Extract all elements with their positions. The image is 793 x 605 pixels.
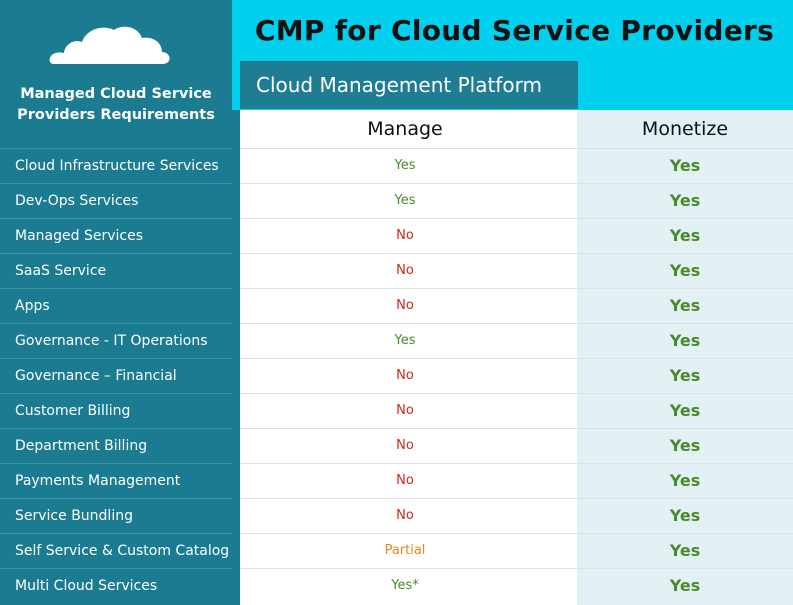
monetize-column: Monetize <box>577 110 793 605</box>
monetize-value: Yes <box>669 226 701 245</box>
monetize-value: Yes <box>669 576 701 595</box>
monetize-column-header: Monetize <box>641 118 729 140</box>
table-rows: Yes Yes Yes Yes No Yes No Yes No Yes Yes Yes No Yes No… <box>240 148 793 603</box>
table-row: No Yes <box>240 218 793 253</box>
sidebar-heading: Managed Cloud Service Providers Requirem… <box>4 84 228 126</box>
manage-column-header: Manage <box>367 118 443 140</box>
table-row: No Yes <box>240 463 793 498</box>
monetize-value: Yes <box>669 261 701 280</box>
manage-value: No <box>396 228 414 243</box>
requirement-item: Dev-Ops Services <box>0 183 232 218</box>
manage-value: No <box>396 298 414 313</box>
monetize-value: Yes <box>669 541 701 560</box>
sidebar: Managed Cloud Service Providers Requirem… <box>0 0 232 605</box>
requirement-item: Customer Billing <box>0 393 232 428</box>
monetize-value: Yes <box>669 436 701 455</box>
page-title: CMP for Cloud Service Providers <box>254 14 775 47</box>
monetize-value: Yes <box>669 191 701 210</box>
monetize-value: Yes <box>669 471 701 490</box>
manage-value: No <box>396 508 414 523</box>
requirement-item: Department Billing <box>0 428 232 463</box>
monetize-value: Yes <box>669 401 701 420</box>
sidebar-heading-line2: Providers Requirements <box>17 107 215 123</box>
monetize-value: Yes <box>669 366 701 385</box>
requirement-item: Apps <box>0 288 232 323</box>
requirement-item: Managed Services <box>0 218 232 253</box>
table-row: No Yes <box>240 393 793 428</box>
monetize-value: Yes <box>669 506 701 525</box>
requirement-item: Multi Cloud Services <box>0 568 232 603</box>
monetize-value: Yes <box>669 296 701 315</box>
table-row: Yes Yes <box>240 183 793 218</box>
table-row: No Yes <box>240 358 793 393</box>
manage-value: Yes <box>394 333 416 348</box>
monetize-value: Yes <box>669 331 701 350</box>
monetize-value: Yes <box>669 156 701 175</box>
requirement-item: Self Service & Custom Catalog <box>0 533 232 568</box>
manage-value: No <box>396 368 414 383</box>
platform-label: Cloud Management Platform <box>240 61 578 109</box>
cloud-icon <box>49 26 170 65</box>
requirement-item: Service Bundling <box>0 498 232 533</box>
requirement-item: Payments Management <box>0 463 232 498</box>
requirement-item: SaaS Service <box>0 253 232 288</box>
requirements-list: Cloud Infrastructure Services Dev-Ops Ser… <box>0 148 232 603</box>
table-row: No Yes <box>240 498 793 533</box>
manage-value: No <box>396 438 414 453</box>
manage-value: Partial <box>384 543 426 558</box>
manage-value: No <box>396 263 414 278</box>
manage-value: No <box>396 473 414 488</box>
table-row: Yes Yes <box>240 323 793 358</box>
manage-column: Manage <box>240 110 577 605</box>
table-row: No Yes <box>240 288 793 323</box>
sidebar-heading-line1: Managed Cloud Service <box>20 86 212 102</box>
table-row: No Yes <box>240 253 793 288</box>
table-row: Yes* Yes <box>240 568 793 603</box>
manage-value: Yes <box>394 193 416 208</box>
manage-value: Yes <box>394 158 416 173</box>
requirement-item: Governance - IT Operations <box>0 323 232 358</box>
table-row: No Yes <box>240 428 793 463</box>
manage-value: No <box>396 403 414 418</box>
table-row: Yes Yes <box>240 148 793 183</box>
comparison-table: Manage Monetize Yes Yes Yes Yes No Yes No Yes No… <box>240 110 793 605</box>
requirement-item: Governance – Financial <box>0 358 232 393</box>
requirement-item: Cloud Infrastructure Services <box>0 148 232 183</box>
table-row: Partial Yes <box>240 533 793 568</box>
manage-value: Yes* <box>391 578 419 593</box>
